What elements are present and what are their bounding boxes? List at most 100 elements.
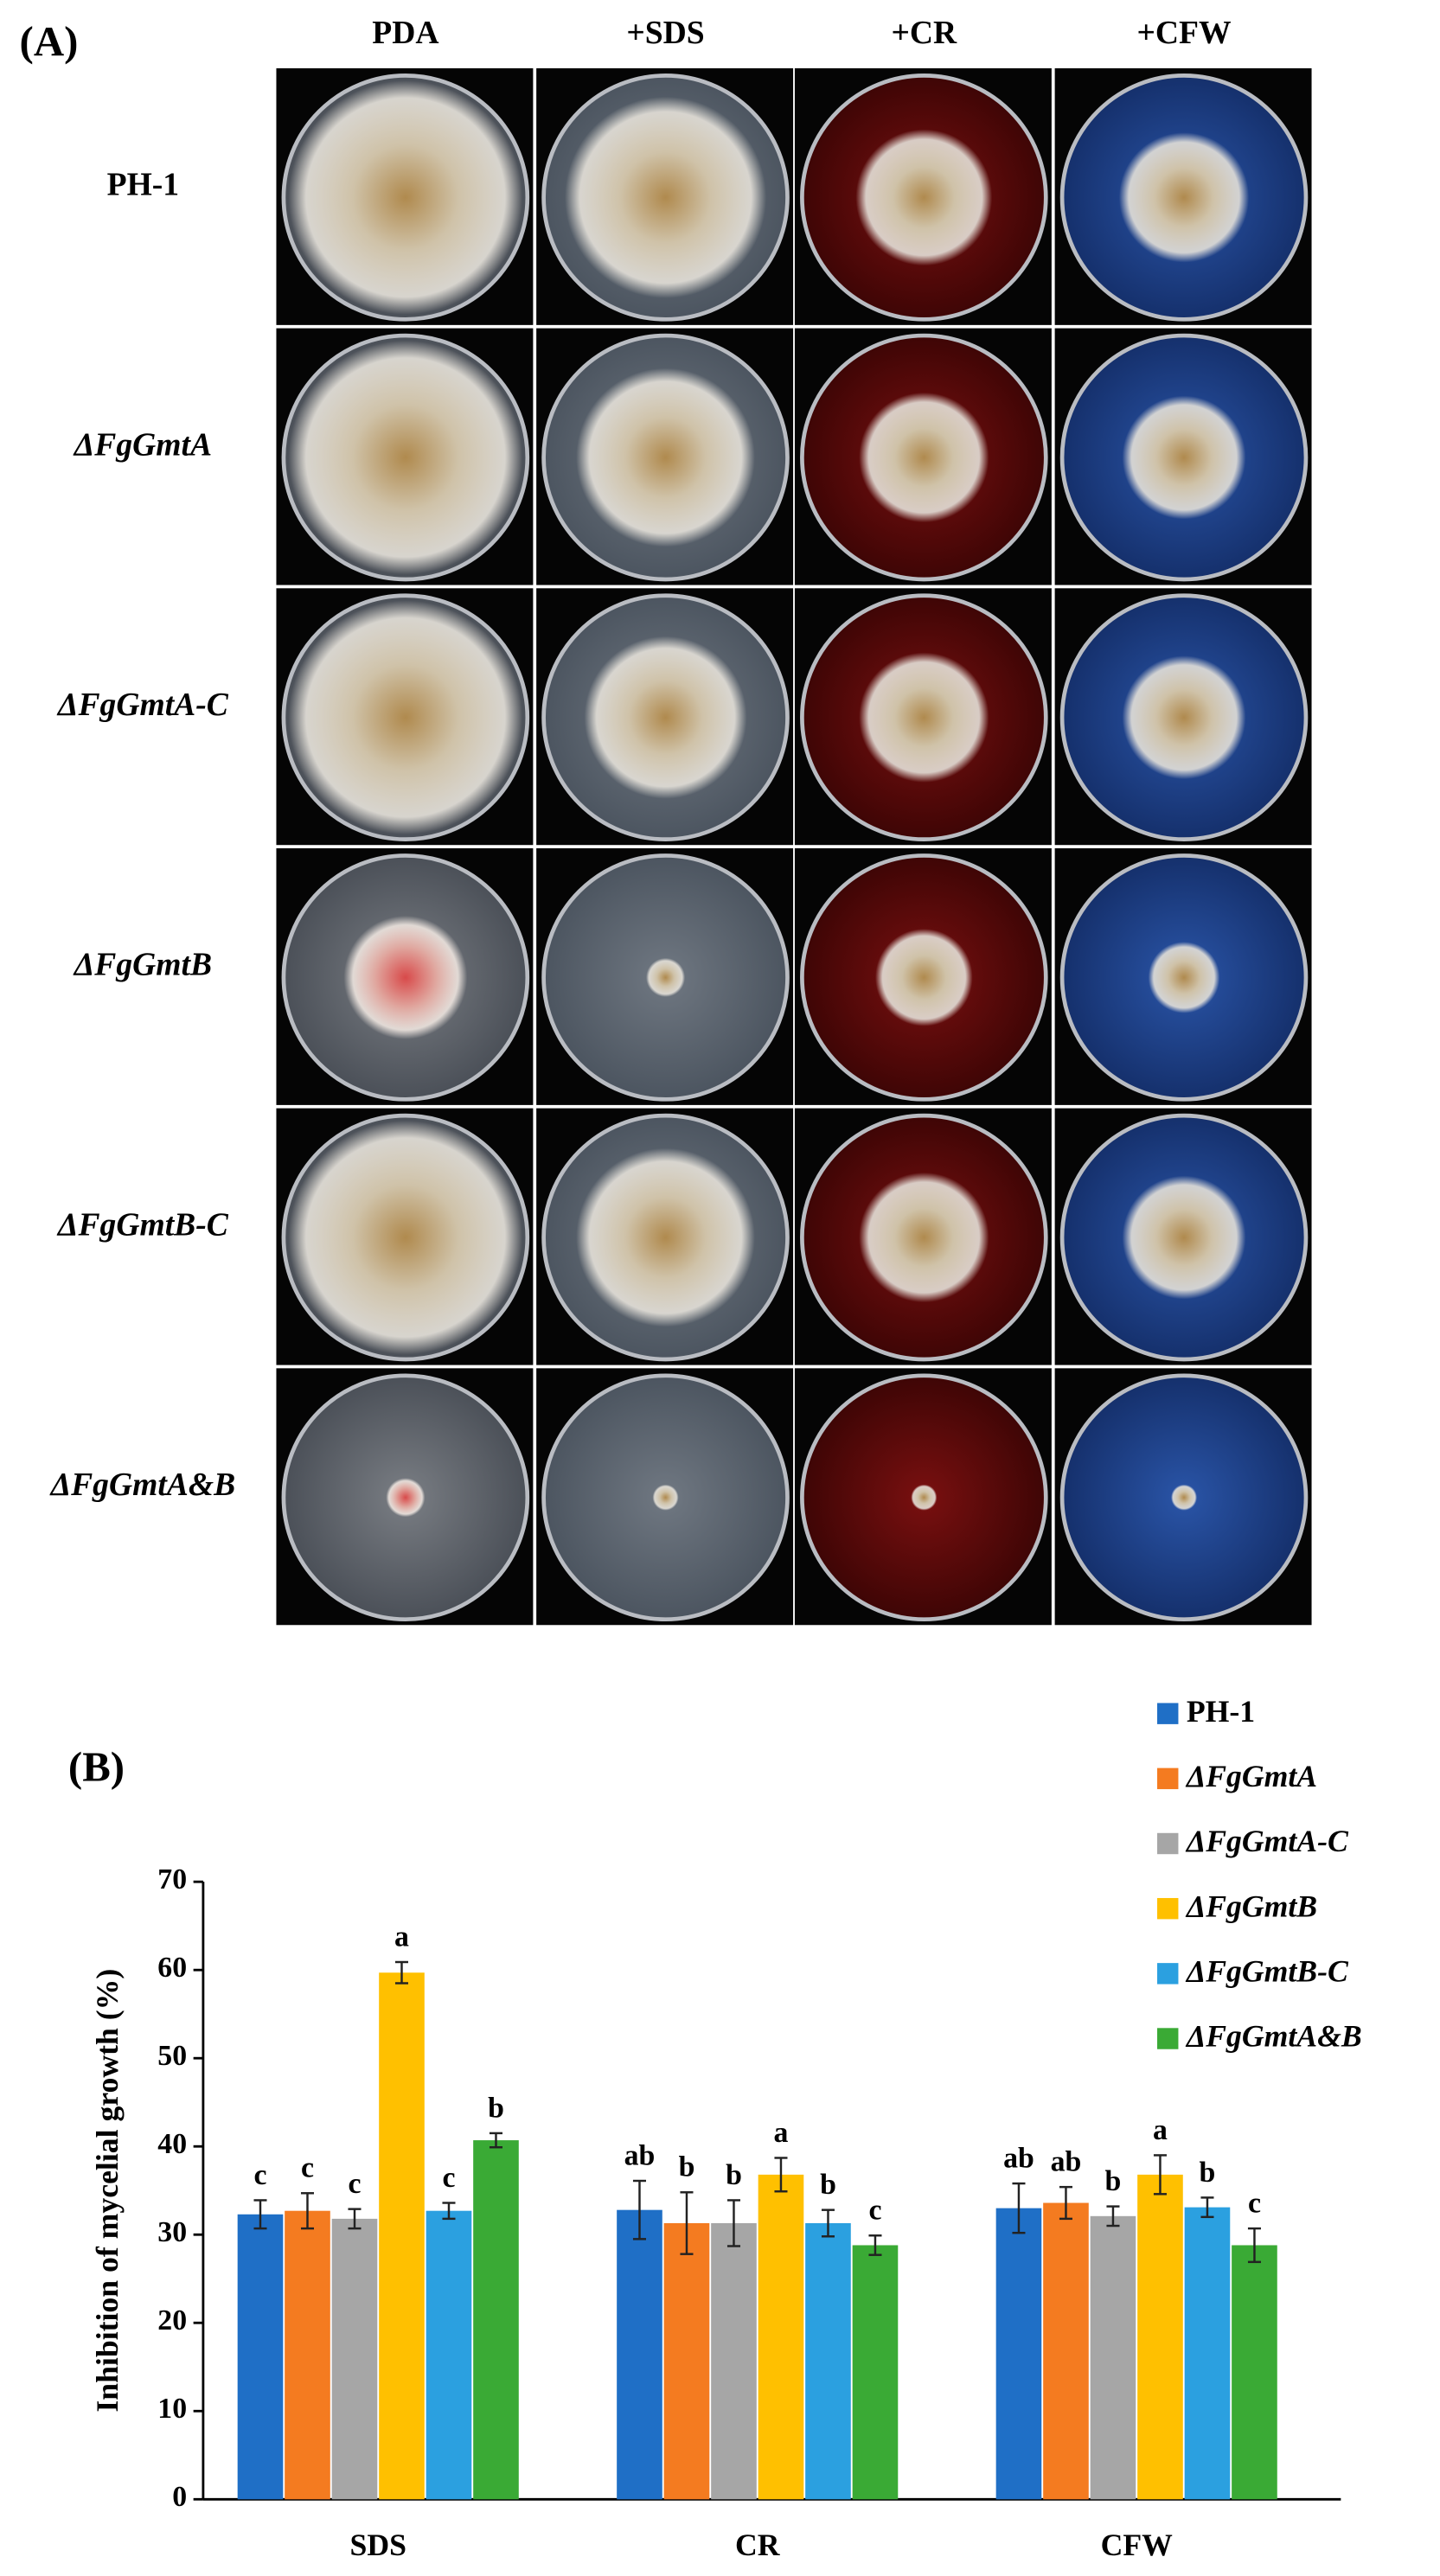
significance-letter: b bbox=[726, 2159, 742, 2191]
legend-swatch bbox=[1157, 1897, 1179, 1920]
x-tick-label: CFW bbox=[1101, 2528, 1174, 2562]
colony bbox=[1122, 395, 1246, 520]
error-bar bbox=[394, 1960, 409, 1985]
significance-letter: ab bbox=[1003, 2143, 1034, 2175]
bar bbox=[617, 2209, 662, 2500]
y-tick-label: 60 bbox=[157, 1952, 187, 1984]
y-tick-label: 70 bbox=[157, 1863, 187, 1895]
x-tick-label: SDS bbox=[350, 2528, 406, 2562]
colony bbox=[565, 96, 767, 298]
significance-letter: c bbox=[442, 2162, 455, 2194]
significance-letter: ab bbox=[624, 2139, 656, 2171]
legend-swatch bbox=[1157, 1767, 1179, 1790]
significance-letter: b bbox=[488, 2092, 504, 2124]
y-tick-label: 40 bbox=[157, 2128, 187, 2160]
error-bar bbox=[868, 2234, 882, 2256]
bar bbox=[663, 2222, 710, 2500]
error-bar bbox=[489, 2132, 502, 2149]
colony bbox=[652, 1484, 679, 1511]
error-bar bbox=[300, 2192, 315, 2230]
significance-letter: b bbox=[1200, 2157, 1216, 2189]
y-axis-label: Inhibition of mycelial growth (%) bbox=[90, 1969, 125, 2413]
legend-label: ΔFgGmtA bbox=[1185, 1759, 1317, 1793]
colony bbox=[1118, 132, 1250, 263]
colony bbox=[343, 915, 468, 1039]
bar bbox=[1232, 2245, 1277, 2500]
bar bbox=[237, 2214, 284, 2500]
bar bbox=[1043, 2202, 1089, 2500]
colony bbox=[859, 1172, 989, 1303]
column-header: +CFW bbox=[1136, 16, 1231, 51]
error-bar bbox=[774, 2157, 788, 2193]
row-label: PH-1 bbox=[107, 168, 180, 203]
significance-letter: a bbox=[774, 2117, 789, 2149]
row-label: ΔFgGmtB-C bbox=[56, 1207, 229, 1243]
colony bbox=[874, 929, 973, 1026]
significance-letter: b bbox=[820, 2169, 836, 2201]
error-bar bbox=[1200, 2196, 1214, 2219]
bar bbox=[995, 2208, 1042, 2500]
error-bar bbox=[1012, 2182, 1026, 2234]
significance-letter: c bbox=[348, 2168, 361, 2200]
error-bar bbox=[348, 2208, 362, 2230]
bar bbox=[852, 2245, 899, 2500]
colony bbox=[855, 129, 993, 266]
error-bar bbox=[680, 2191, 694, 2255]
bar bbox=[758, 2174, 804, 2500]
row-label: ΔFgGmtA-C bbox=[56, 687, 229, 723]
y-tick-label: 0 bbox=[172, 2481, 187, 2513]
colony bbox=[576, 1147, 755, 1327]
colony bbox=[645, 957, 686, 997]
significance-letter: c bbox=[868, 2195, 881, 2227]
legend-swatch bbox=[1157, 1832, 1179, 1855]
bar bbox=[379, 1972, 425, 2500]
y-tick-label: 30 bbox=[157, 2216, 187, 2248]
x-tick-label: CR bbox=[735, 2528, 781, 2562]
legend-swatch bbox=[1157, 1963, 1179, 1985]
colony bbox=[1122, 655, 1246, 780]
bar bbox=[1184, 2207, 1231, 2500]
row-label: ΔFgGmtA bbox=[73, 427, 212, 463]
colony bbox=[1170, 1484, 1198, 1511]
significance-letter: c bbox=[253, 2159, 266, 2191]
significance-letter: b bbox=[1105, 2165, 1122, 2197]
colony bbox=[576, 368, 755, 547]
error-bar bbox=[632, 2179, 646, 2240]
colony bbox=[288, 340, 523, 575]
colony bbox=[288, 80, 523, 315]
y-tick-label: 50 bbox=[157, 2040, 187, 2072]
error-bar bbox=[821, 2208, 835, 2238]
column-header: +SDS bbox=[626, 16, 704, 51]
bar bbox=[426, 2210, 472, 2500]
colony bbox=[386, 1478, 426, 1518]
legend-swatch bbox=[1157, 2028, 1179, 2049]
column-header: PDA bbox=[372, 16, 438, 51]
significance-letter: c bbox=[301, 2152, 314, 2184]
colony bbox=[1122, 1175, 1246, 1300]
panel-label: (A) bbox=[20, 17, 79, 65]
error-bar bbox=[253, 2199, 267, 2230]
panel-a: (A) PDA +SDS +CR +CFW PH-1 ΔFgGmtA ΔFgGmtA-C ΔFg… bbox=[20, 16, 1312, 1626]
error-bar bbox=[726, 2199, 740, 2247]
y-tick-label: 10 bbox=[157, 2393, 187, 2425]
significance-letter: a bbox=[394, 1921, 409, 1953]
error-bar bbox=[1153, 2154, 1167, 2196]
y-tick-label: 20 bbox=[157, 2304, 187, 2336]
legend-label: PH-1 bbox=[1187, 1694, 1255, 1729]
bar bbox=[711, 2222, 757, 2500]
error-bar bbox=[1247, 2227, 1261, 2264]
legend-label: ΔFgGmtA&B bbox=[1185, 2019, 1362, 2054]
bar bbox=[285, 2210, 330, 2500]
significance-letter: ab bbox=[1051, 2146, 1082, 2178]
bar bbox=[805, 2222, 851, 2500]
panel-b: (B) 0 10 20 30 40 50 60 70 Inhibition of mycelial… bbox=[68, 1694, 1362, 2562]
colony bbox=[288, 1120, 523, 1355]
significance-letter: a bbox=[1153, 2114, 1168, 2146]
error-bar bbox=[442, 2202, 456, 2221]
bar bbox=[331, 2218, 378, 2500]
colony bbox=[584, 636, 747, 799]
legend-label: ΔFgGmtB-C bbox=[1185, 1953, 1349, 1988]
colony bbox=[288, 600, 523, 835]
